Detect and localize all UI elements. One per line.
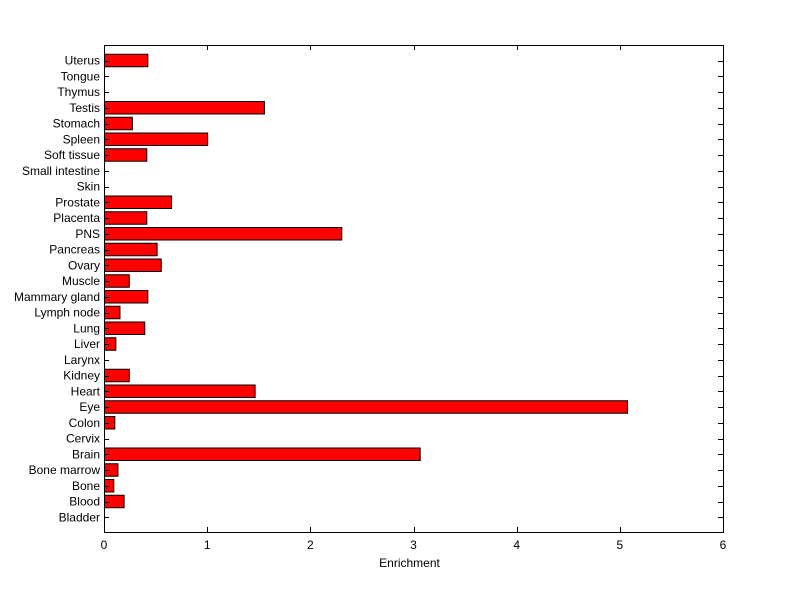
y-tick-label: Skin xyxy=(77,180,100,194)
y-tick-label: Uterus xyxy=(65,54,100,68)
y-tick-label: Cervix xyxy=(66,432,100,446)
y-tick-label: Bone marrow xyxy=(29,463,101,477)
ticks-group xyxy=(104,45,724,532)
bar-placenta xyxy=(104,211,148,225)
bar-soft-tissue xyxy=(104,148,148,162)
bar-colon xyxy=(104,416,116,430)
x-tick-label: 1 xyxy=(204,538,211,552)
bar-heart xyxy=(104,384,256,398)
y-tick-label: Tongue xyxy=(61,69,101,83)
bar-uterus xyxy=(104,53,149,68)
y-tick-label: Larynx xyxy=(64,353,100,367)
y-tick-label: Eye xyxy=(79,400,100,414)
x-tick-label: 4 xyxy=(513,538,520,552)
y-tick-label: Testis xyxy=(69,101,100,115)
y-tick-label: Thymus xyxy=(57,85,100,99)
y-tick-label: Soft tissue xyxy=(44,148,100,162)
y-tick-label: Mammary gland xyxy=(14,290,100,304)
y-tick-label: Spleen xyxy=(63,132,100,146)
bar-prostate xyxy=(104,195,173,209)
bar-spleen xyxy=(104,132,209,146)
x-axis-label: Enrichment xyxy=(379,556,440,570)
bar-ovary xyxy=(104,258,162,272)
y-tick-label: Lung xyxy=(73,321,100,335)
y-tick-label: Heart xyxy=(71,384,101,398)
bar-pns xyxy=(104,227,343,241)
y-tick-label: Blood xyxy=(69,495,100,509)
bar-lymph-node xyxy=(104,305,121,320)
y-tick-label: Lymph node xyxy=(34,306,100,320)
y-tick-label: Bone xyxy=(72,479,100,493)
y-tick-label: Bladder xyxy=(59,510,100,524)
y-tick-label: Muscle xyxy=(62,274,100,288)
x-tick-label: 3 xyxy=(410,538,417,552)
bar-eye xyxy=(104,400,629,414)
y-tick-label: Pancreas xyxy=(49,243,100,257)
bar-pancreas xyxy=(104,242,158,257)
y-tick-label: Small intestine xyxy=(22,164,100,178)
y-tick-label: PNS xyxy=(75,227,100,241)
x-tick-label: 6 xyxy=(720,538,727,552)
bar-stomach xyxy=(104,116,133,131)
y-tick-label: Kidney xyxy=(63,369,100,383)
bar-blood xyxy=(104,494,125,509)
x-tick-label: 5 xyxy=(616,538,623,552)
y-tick-label: Brain xyxy=(72,447,100,461)
x-tick-label: 2 xyxy=(307,538,314,552)
x-tick-label: 0 xyxy=(101,538,108,552)
bar-testis xyxy=(104,101,265,115)
y-tick-label: Prostate xyxy=(55,195,100,209)
y-tick-label: Liver xyxy=(74,337,100,351)
bar-mammary-gland xyxy=(104,290,149,304)
bar-kidney xyxy=(104,368,130,383)
bars-group xyxy=(104,53,629,509)
y-tick-label: Colon xyxy=(69,416,100,430)
y-tick-label: Ovary xyxy=(68,258,100,272)
y-tick-label: Stomach xyxy=(53,117,100,131)
bar-brain xyxy=(104,447,421,461)
bar-lung xyxy=(104,321,146,335)
bar-bone xyxy=(104,479,115,493)
y-tick-label: Placenta xyxy=(53,211,100,225)
